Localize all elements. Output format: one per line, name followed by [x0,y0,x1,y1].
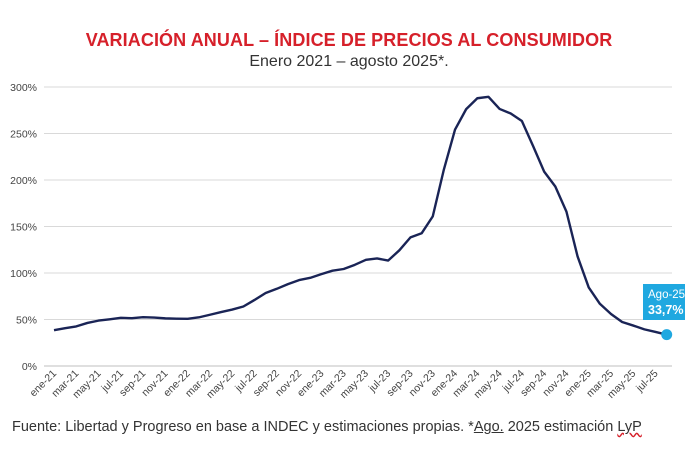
source-middle: 2025 estimación [503,419,618,435]
chart-subtitle: Enero 2021 – agosto 2025*. [249,53,449,70]
callout-value: 33,7% [648,303,683,317]
y-tick-label: 200% [10,175,37,187]
y-tick-label: 50% [16,315,37,327]
source-prefix: Fuente: Libertad y Progreso en base a IN… [12,419,474,435]
series-line [53,95,667,336]
source-note: Fuente: Libertad y Progreso en base a IN… [12,419,642,435]
y-tick-label: 250% [10,129,37,141]
y-axis-tick-labels: 0% 50% 100% 150% 200% 250% 300% [10,82,37,373]
series-points [53,96,668,336]
y-gridlines [44,86,672,320]
highlight-callout: Ago-25 33,7% [643,284,685,341]
source-lyp: LyP [617,419,642,435]
y-tick-label: 0% [22,361,37,373]
callout-month: Ago-25 [648,289,685,301]
y-tick-label: 150% [10,222,37,234]
callout-box [643,284,685,320]
highlight-marker [661,329,673,341]
x-axis-tick-labels: ene-21mar-21may-21jul-21sep-21nov-21ene-… [28,368,661,401]
source-ago: Ago. [473,419,504,435]
x-tick-label: jul-25 [633,368,660,395]
chart-title: VARIACIÓN ANUAL – ÍNDICE DE PRECIOS AL C… [85,30,613,50]
y-tick-label: 100% [10,268,37,280]
y-tick-label: 300% [10,82,37,94]
